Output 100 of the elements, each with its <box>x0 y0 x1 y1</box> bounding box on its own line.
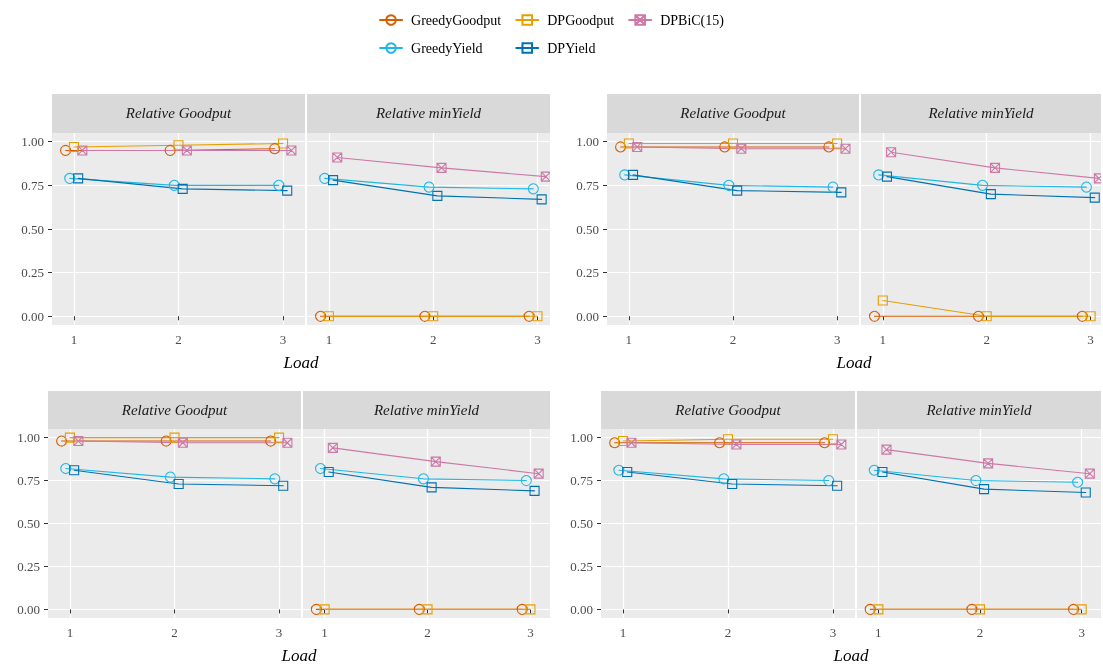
point <box>1080 487 1091 498</box>
point <box>886 147 897 158</box>
y-tick-label: 1.00 <box>576 134 599 150</box>
chart-title: Relative Goodput <box>607 94 859 133</box>
point <box>315 310 327 322</box>
point <box>426 482 437 493</box>
point <box>981 311 992 322</box>
x-tick-label: 3 <box>1087 332 1094 347</box>
x-tick-label: 1 <box>70 332 78 347</box>
point <box>823 475 835 487</box>
point <box>523 310 535 322</box>
point <box>413 603 425 615</box>
y-tick-label: 1.00 <box>17 430 40 446</box>
point <box>168 179 180 191</box>
point <box>269 473 281 485</box>
chart-title: Relative minYield <box>861 94 1101 133</box>
x-tick-label: 2 <box>175 332 182 347</box>
point <box>540 171 550 182</box>
point <box>840 143 851 154</box>
point <box>615 141 627 153</box>
point <box>274 432 285 443</box>
point <box>966 603 978 615</box>
point <box>609 437 621 449</box>
point <box>832 138 843 149</box>
x-tick-label: 1 <box>875 625 882 640</box>
point <box>173 140 184 151</box>
point <box>417 473 429 485</box>
x-tick-label: 1 <box>879 332 887 347</box>
point <box>60 144 72 156</box>
point <box>881 171 893 182</box>
legend-label: DPBiC(15) <box>660 12 725 29</box>
x-tick-label: 2 <box>976 625 984 640</box>
point <box>1085 311 1096 322</box>
point <box>1076 310 1088 322</box>
point <box>1068 603 1080 615</box>
point <box>864 603 876 615</box>
point <box>527 183 539 195</box>
x-tick-label: 1 <box>619 625 627 640</box>
point <box>868 464 880 476</box>
point <box>323 311 334 322</box>
point <box>1076 604 1087 615</box>
point <box>613 464 625 476</box>
point <box>827 434 839 445</box>
y-tick-label: 0.75 <box>570 473 593 489</box>
point <box>282 437 293 448</box>
point <box>823 141 835 153</box>
x-axis-title: Load <box>280 646 318 666</box>
x-tick-label: 2 <box>171 625 178 640</box>
point <box>1072 476 1084 488</box>
point <box>436 162 447 173</box>
point <box>727 478 738 490</box>
y-tick-label: 0.25 <box>570 558 593 574</box>
point <box>520 475 532 487</box>
point <box>722 434 734 445</box>
point <box>622 466 633 477</box>
y-tick-label: 0.00 <box>570 601 593 617</box>
point <box>73 435 84 447</box>
point <box>525 604 536 615</box>
y-tick-label: 0.00 <box>17 601 40 617</box>
point <box>623 138 634 149</box>
point <box>77 145 88 156</box>
y-tick-label: 0.25 <box>21 265 44 281</box>
point <box>327 442 338 453</box>
y-tick-label: 0.75 <box>576 177 599 193</box>
point <box>836 439 847 450</box>
point <box>727 138 739 149</box>
point <box>323 466 334 477</box>
x-axis-title: Load <box>832 646 870 666</box>
point <box>265 435 277 447</box>
point <box>328 175 339 186</box>
point <box>64 172 76 184</box>
point <box>273 179 285 191</box>
y-tick-label: 0.50 <box>21 221 44 237</box>
point <box>731 439 742 450</box>
point <box>617 435 629 447</box>
point <box>877 466 888 477</box>
x-tick-label: 3 <box>275 625 283 640</box>
point <box>832 480 843 491</box>
chart-title: Relative minYield <box>307 94 550 133</box>
point <box>286 145 297 156</box>
legend-label: DPGoodput <box>547 12 615 28</box>
x-axis-title: Load <box>282 353 320 373</box>
point <box>619 169 631 181</box>
point <box>732 185 743 196</box>
x-tick-label: 3 <box>534 332 541 347</box>
point <box>69 465 80 476</box>
x-tick-label: 1 <box>325 332 333 347</box>
point <box>970 475 982 487</box>
x-tick-label: 2 <box>724 625 732 640</box>
x-tick-label: 3 <box>279 332 287 347</box>
legend-label: DPYield <box>547 40 596 56</box>
point <box>310 603 322 615</box>
point <box>164 471 176 483</box>
point <box>873 604 884 615</box>
point <box>319 604 330 615</box>
x-axis-title: Load <box>835 353 873 373</box>
y-tick-label: 0.00 <box>576 308 599 324</box>
point <box>319 172 331 184</box>
point <box>169 432 180 443</box>
x-tick-label: 3 <box>833 332 841 347</box>
